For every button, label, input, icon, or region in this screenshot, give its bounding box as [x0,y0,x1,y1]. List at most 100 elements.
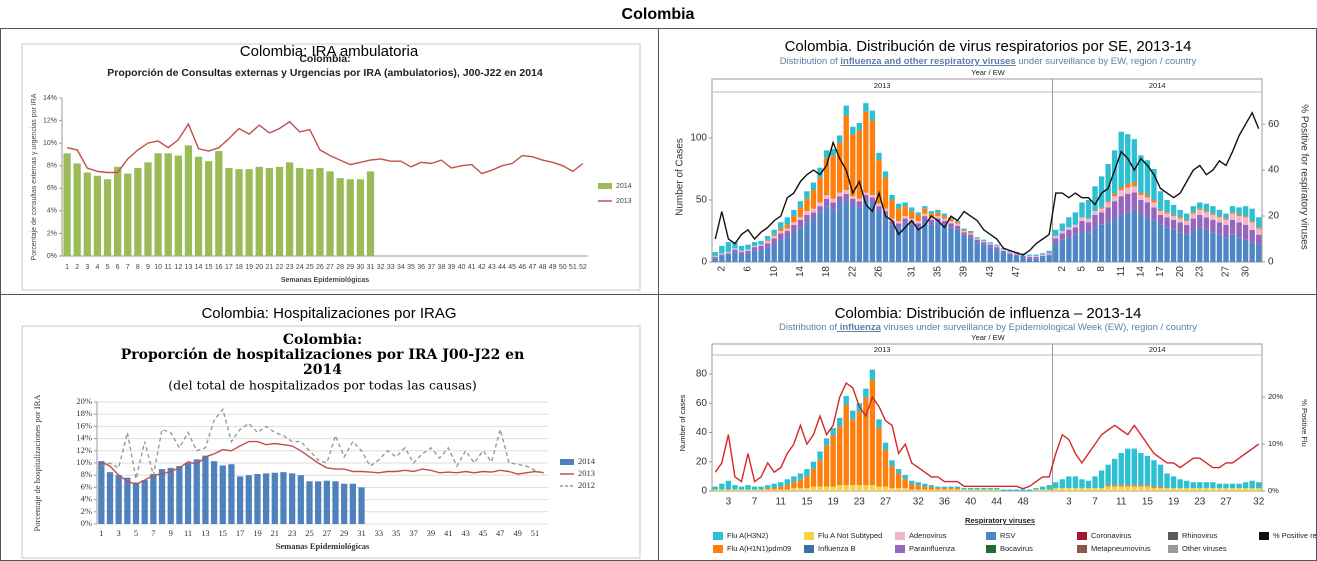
bar [948,223,954,228]
bar [326,171,334,256]
bar [797,488,804,491]
x-tick-label: 27 [1221,266,1232,278]
bar [202,455,209,524]
bar [73,163,81,256]
bar [132,482,140,524]
y-tick-label: 50 [696,195,708,206]
legend-label: 2014 [578,456,596,466]
x-tick-label: 15 [205,264,213,271]
x-tick-label: 23 [1194,497,1206,508]
x-tick-label: 39 [427,528,436,538]
bar [856,123,863,131]
bar [1256,234,1262,245]
subtitle-part: under surveillance by EW, region / count… [1016,56,1197,67]
chart-subtitle: Distribution of influenza viruses under … [779,322,1197,333]
bar [1157,224,1164,262]
bar [1007,252,1013,254]
bar [1131,186,1138,193]
x-tick-label: 20 [255,264,263,271]
bar [1229,213,1236,220]
bar [1020,255,1026,258]
bar [1085,199,1092,219]
x-tick-label: 31 [906,266,917,278]
bar [236,476,244,524]
bar [732,489,738,491]
bar [1249,229,1255,243]
bar [882,442,889,451]
bar [323,480,330,524]
bar [1210,213,1216,215]
bar [254,473,261,524]
bar [935,486,941,489]
x-tick-label: 30 [1240,266,1251,278]
bar [948,217,954,219]
bar [1223,213,1229,219]
bar [804,476,810,489]
x-tick-label: 11 [776,497,787,508]
x-tick-label: 27 [1220,497,1232,508]
x-tick-label: 10 [154,264,162,271]
bar [1138,214,1144,262]
x-tick-label: 27 [323,528,332,538]
bar [194,156,203,256]
bar [124,173,132,256]
bar [1000,248,1007,250]
legend-label: Flu A(H3N2) [727,531,769,540]
bar [922,221,928,262]
bar [83,172,91,256]
bar [915,221,921,224]
bar [1236,216,1242,223]
x-tick-label: 40 [458,264,466,271]
bar [1007,253,1013,255]
bar [1144,160,1151,195]
bar [856,207,863,262]
bar [764,489,771,491]
bar [1190,212,1196,214]
x-tick-label: 48 [1017,497,1029,508]
bar [856,412,863,486]
bar [836,196,843,203]
bar [1072,212,1079,225]
x-tick-label: 16 [215,264,223,271]
legend-label: Flu A Not Subtyped [818,531,882,540]
y-tick-label: 8% [47,163,57,170]
y2-tick-label: 0% [1268,486,1279,495]
bar [817,451,823,461]
bar [922,206,928,209]
bar [784,479,790,486]
bar [928,489,935,491]
bar [1118,486,1124,491]
bar [797,219,804,228]
legend-swatch [1168,545,1178,553]
bar [1144,486,1151,491]
bar [725,489,732,491]
bar [1118,214,1124,262]
bar [823,150,830,158]
x-tick-label: 44 [991,497,1003,508]
x-tick-label: 11 [184,528,192,538]
bar [738,245,745,251]
bar [1249,221,1255,223]
bar [909,211,915,219]
bar [1111,218,1118,262]
y-tick-label: 2% [81,506,92,516]
x-tick-label: 23 [288,528,297,538]
bar [1223,488,1229,491]
x-tick-label: 51 [531,528,540,538]
bar [1151,488,1157,491]
bar [876,428,882,487]
bar [1013,255,1020,262]
bar [265,167,274,256]
bar [948,489,954,491]
bar [1223,224,1229,238]
bar [863,194,869,200]
bar [882,450,889,487]
bar [791,209,797,217]
bar [967,488,974,490]
bar [1144,485,1151,487]
bar [1125,212,1131,262]
bar [1242,217,1249,225]
bar [1249,242,1255,262]
bar [141,480,148,524]
y-tick-label: 0% [47,253,57,260]
